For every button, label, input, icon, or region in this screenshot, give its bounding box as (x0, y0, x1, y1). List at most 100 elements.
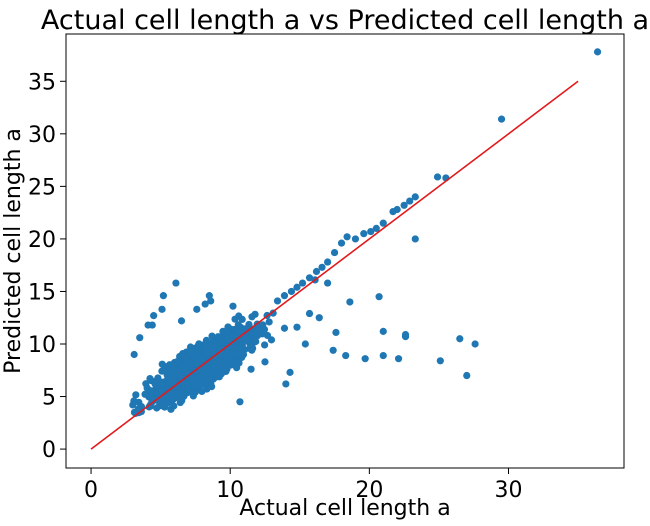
scatter-point (301, 340, 309, 348)
scatter-point (142, 380, 150, 388)
scatter-point (132, 391, 140, 399)
scatter-point (406, 197, 414, 205)
scatter-point (367, 227, 375, 236)
x-axis-label: Actual cell length a (239, 496, 450, 521)
scatter-point (181, 354, 190, 362)
scatter-point (497, 115, 506, 123)
scatter-point (192, 359, 200, 367)
scatter-point (463, 371, 471, 380)
scatter-point (236, 398, 244, 406)
scatter-point (342, 351, 350, 360)
scatter-point (280, 324, 289, 332)
scatter-point (218, 351, 227, 359)
scatter-point (324, 258, 332, 266)
x-tick-label: 0 (84, 478, 98, 503)
scatter-point (361, 355, 369, 363)
y-tick-label: 20 (28, 228, 56, 253)
scatter-point (187, 348, 195, 356)
scatter-point (129, 401, 137, 409)
scatter-point (231, 315, 239, 323)
scatter-point (203, 385, 211, 393)
scatter-point (153, 404, 161, 412)
scatter-point (360, 230, 368, 238)
scatter-point (177, 317, 186, 325)
scatter-point (207, 297, 215, 305)
scatter-point (166, 374, 174, 382)
scatter-point (237, 349, 245, 357)
scatter-point (436, 357, 444, 365)
scatter-point (593, 48, 602, 56)
scatter-point (195, 374, 203, 382)
scatter-point (184, 381, 192, 389)
scatter-point (179, 391, 187, 399)
scatter-point (293, 323, 301, 331)
y-tick-label: 25 (28, 175, 56, 200)
scatter-point (379, 219, 387, 227)
y-tick-label: 30 (28, 123, 56, 148)
scatter-point (394, 355, 403, 363)
x-axis-ticks: 0 10 20 30 (84, 468, 523, 503)
scatter-point (389, 207, 397, 216)
scatter-point (243, 337, 251, 345)
scatter-point (411, 235, 419, 243)
y-tick-label: 35 (28, 70, 56, 95)
plot-area (65, 33, 625, 469)
scatter-point (282, 380, 290, 388)
scatter-point (159, 292, 168, 300)
scatter-point (189, 392, 197, 400)
scatter-point (230, 344, 238, 352)
scatter-point (240, 325, 248, 333)
reference-line-layer (90, 80, 579, 450)
chart-title: Actual cell length a vs Predicted cell l… (41, 5, 649, 36)
scatter-point (161, 403, 169, 411)
x-tick-label: 10 (216, 478, 244, 503)
scatter-point (193, 383, 201, 391)
scatter-point (176, 398, 184, 407)
scatter-point (375, 293, 383, 301)
scatter-point (261, 341, 269, 349)
scatter-point (247, 365, 255, 373)
scatter-point (153, 376, 161, 384)
scatter-point (224, 335, 232, 343)
scatter-point (372, 224, 380, 233)
scatter-point (136, 334, 144, 342)
scatter-point (312, 267, 321, 276)
scatter-point (188, 375, 196, 383)
scatter-point (305, 274, 314, 282)
scatter-point (346, 298, 354, 306)
y-axis-label: Predicted cell length a (1, 128, 26, 374)
scatter-point (298, 279, 307, 287)
scatter-point (201, 300, 209, 308)
scatter-point (248, 313, 256, 321)
scatter-point (221, 365, 229, 374)
scatter-point (267, 336, 276, 344)
scatter-point (305, 309, 314, 318)
scatter-point (194, 347, 202, 356)
scatter-point (169, 366, 177, 374)
scatter-point (158, 360, 166, 368)
scatter-point (130, 350, 138, 359)
scatter-point (315, 314, 323, 322)
scatter-point (269, 309, 277, 317)
scatter-point (163, 368, 172, 376)
scatter-point (379, 327, 387, 335)
scatter-point (163, 393, 171, 401)
scatter-point (258, 330, 266, 338)
scatter-point (329, 346, 337, 354)
scatter-point (201, 371, 209, 379)
scatter-point (150, 312, 158, 320)
scatter-point (211, 357, 219, 365)
scatter-point (252, 337, 260, 346)
scatter-point (229, 302, 237, 310)
scatter-point (471, 340, 479, 348)
scatter-point (337, 239, 346, 247)
scatter-point (265, 318, 273, 326)
scatter-point (332, 328, 340, 337)
scatter-point (379, 351, 387, 360)
scatter-point (170, 394, 179, 402)
scatter-point (235, 329, 243, 337)
scatter-point (172, 279, 180, 287)
scatter-point (343, 233, 351, 241)
scatter-point (224, 350, 232, 358)
